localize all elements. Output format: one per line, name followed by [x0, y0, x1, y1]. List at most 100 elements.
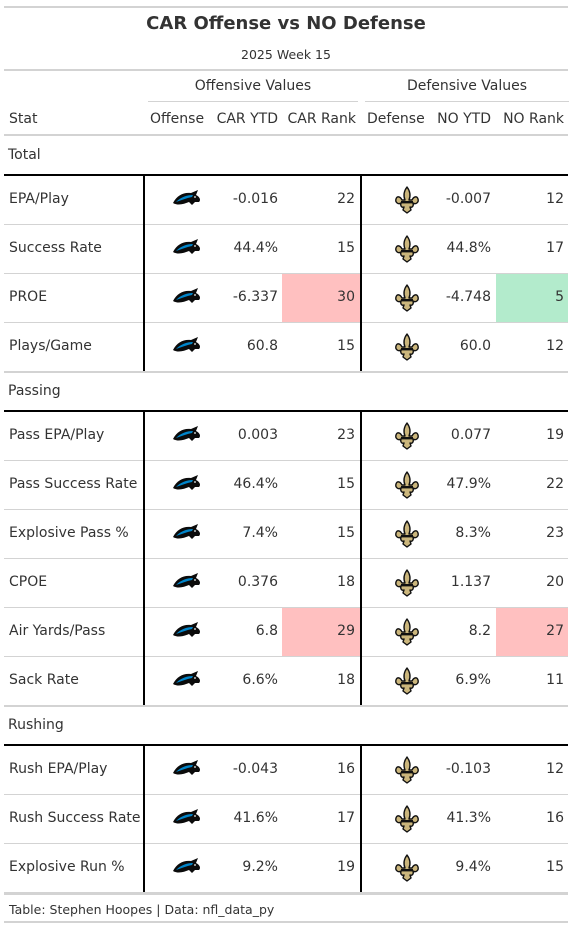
car-rank-value: 15 [337, 476, 355, 492]
no-rank-value: 11 [546, 672, 564, 688]
col-header-stat: Stat [9, 111, 38, 127]
row-divider [4, 509, 568, 510]
col-header-no-rank: NO Rank [503, 111, 564, 127]
offense-column-border [143, 175, 145, 371]
no-ytd-value: 9.4% [455, 859, 491, 875]
no-rank-value: 16 [546, 810, 564, 826]
car-rank-value: 30 [337, 289, 355, 305]
no-rank-value: 23 [546, 525, 564, 541]
no-ytd-value: 8.2 [468, 623, 491, 639]
no-rank-value: 5 [555, 289, 564, 305]
table-row: PROE -6.337 30 -4.748 5 [0, 273, 572, 322]
no-rank-value: 12 [546, 338, 564, 354]
panthers-logo-icon [172, 336, 202, 360]
table-row: Pass EPA/Play 0.003 23 0.077 19 [0, 411, 572, 460]
panthers-logo-icon [172, 189, 202, 213]
car-ytd-value: 46.4% [233, 476, 278, 492]
car-ytd-value: -0.016 [232, 191, 278, 207]
saints-fleur-de-lis-icon [394, 422, 420, 454]
car-ytd-value: 0.376 [237, 574, 278, 590]
group-bottom-rule [4, 371, 568, 373]
row-group-label: Passing [8, 383, 61, 399]
row-group-label: Rushing [8, 717, 64, 733]
car-rank-value: 23 [337, 427, 355, 443]
stat-name: Pass Success Rate [9, 476, 138, 492]
stat-name: EPA/Play [9, 191, 69, 207]
stat-name: Air Yards/Pass [9, 623, 106, 639]
car-rank-value: 17 [337, 810, 355, 826]
car-rank-value: 16 [337, 761, 355, 777]
table-title: CAR Offense vs NO Defense [146, 13, 426, 34]
saints-fleur-de-lis-icon [394, 569, 420, 601]
saints-fleur-de-lis-icon [394, 235, 420, 267]
panthers-logo-icon [172, 857, 202, 881]
col-header-no-ytd: NO YTD [437, 111, 491, 127]
no-ytd-value: 0.077 [450, 427, 491, 443]
bottom-rule [4, 893, 568, 895]
table-row: Explosive Pass % 7.4% 15 8.3% 23 [0, 509, 572, 558]
no-rank-highlight [496, 274, 568, 322]
car-ytd-value: -6.337 [232, 289, 278, 305]
panthers-logo-icon [172, 572, 202, 596]
car-rank-value: 22 [337, 191, 355, 207]
car-rank-value: 29 [337, 623, 355, 639]
table-row: CPOE 0.376 18 1.137 20 [0, 558, 572, 607]
panthers-logo-icon [172, 287, 202, 311]
no-rank-value: 20 [546, 574, 564, 590]
no-ytd-value: 47.9% [446, 476, 491, 492]
spanner-defensive-values: Defensive Values [406, 78, 528, 94]
car-rank-value: 18 [337, 574, 355, 590]
panthers-logo-icon [172, 474, 202, 498]
row-divider [4, 322, 568, 323]
table-row: Plays/Game 60.8 15 60.0 12 [0, 322, 572, 371]
saints-fleur-de-lis-icon [394, 186, 420, 218]
table-subtitle: 2025 Week 15 [241, 47, 331, 62]
panthers-logo-icon [172, 670, 202, 694]
no-ytd-value: -4.748 [445, 289, 491, 305]
car-rank-highlight [282, 274, 360, 322]
panthers-logo-icon [172, 808, 202, 832]
stat-name: Success Rate [9, 240, 102, 256]
row-divider [4, 224, 568, 225]
panthers-logo-icon [172, 425, 202, 449]
panthers-logo-icon [172, 523, 202, 547]
saints-fleur-de-lis-icon [394, 333, 420, 365]
row-divider [4, 656, 568, 657]
car-ytd-value: -0.043 [232, 761, 278, 777]
table-row: Pass Success Rate 46.4% 15 47.9% 22 [0, 460, 572, 509]
car-rank-value: 15 [337, 338, 355, 354]
no-rank-value: 12 [546, 761, 564, 777]
car-ytd-value: 6.6% [242, 672, 278, 688]
no-rank-value: 17 [546, 240, 564, 256]
table-row: Rush EPA/Play -0.043 16 -0.103 12 [0, 745, 572, 794]
col-header-car-rank: CAR Rank [287, 111, 356, 127]
row-divider [4, 273, 568, 274]
col-header-car-ytd: CAR YTD [216, 111, 278, 127]
no-rank-highlight [496, 608, 568, 656]
group-top-border [4, 744, 568, 746]
car-ytd-value: 6.8 [255, 623, 278, 639]
panthers-logo-icon [172, 759, 202, 783]
spanner-defensive-line [365, 101, 569, 102]
group-top-border [4, 174, 568, 176]
saints-fleur-de-lis-icon [394, 854, 420, 886]
defense-column-border [360, 411, 362, 705]
defense-column-border [360, 745, 362, 892]
table-row: EPA/Play -0.016 22 -0.007 12 [0, 175, 572, 224]
group-top-border [4, 410, 568, 412]
no-ytd-value: 60.0 [459, 338, 491, 354]
stat-name: Rush EPA/Play [9, 761, 108, 777]
no-ytd-value: 41.3% [446, 810, 491, 826]
car-ytd-value: 9.2% [242, 859, 278, 875]
stat-name: Explosive Run % [9, 859, 125, 875]
car-ytd-value: 0.003 [237, 427, 278, 443]
spanner-offensive-values: Offensive Values [194, 78, 312, 94]
no-rank-value: 12 [546, 191, 564, 207]
car-rank-value: 15 [337, 525, 355, 541]
panthers-logo-icon [172, 621, 202, 645]
no-ytd-value: -0.007 [445, 191, 491, 207]
no-ytd-value: 8.3% [455, 525, 491, 541]
offense-column-border [143, 411, 145, 705]
no-rank-value: 15 [546, 859, 564, 875]
no-ytd-value: 1.137 [450, 574, 491, 590]
